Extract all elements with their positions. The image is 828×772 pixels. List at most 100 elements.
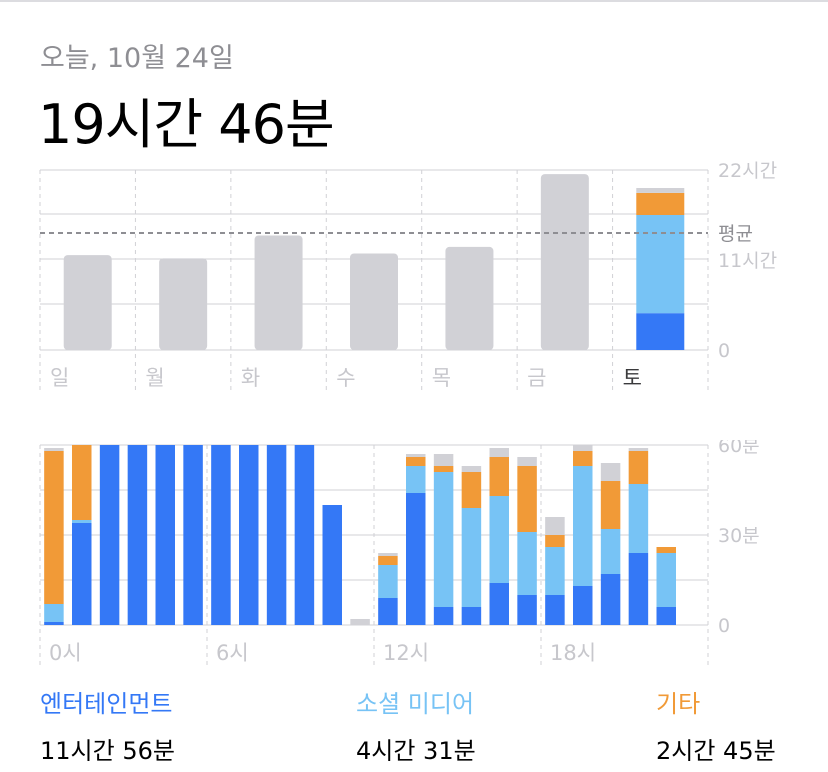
hourly-entertainment-segment: [127, 445, 148, 625]
hourly-other-segment: [461, 472, 482, 508]
hourly-social-segment: [72, 520, 92, 523]
hourly-remaining-segment: [461, 466, 482, 472]
hourly-time-label: 12시: [383, 641, 429, 665]
hourly-social-segment: [378, 565, 398, 598]
hourly-entertainment-segment: [99, 445, 120, 625]
average-label: 평균: [718, 223, 753, 245]
legend-entertainment-value: 11시간 56분: [40, 737, 175, 765]
legend-entertainment: 엔터테인먼트 11시간 56분: [40, 684, 175, 766]
y-tick-0: 0: [718, 340, 730, 362]
hourly-social-segment: [573, 466, 593, 586]
hourly-time-label: 18시: [550, 641, 596, 665]
hourly-usage-chart[interactable]: 60분 30분 0 0시 6시 12시 18시: [0, 440, 828, 670]
hourly-other-segment: [44, 451, 64, 604]
y-tick-60m: 60분: [718, 440, 760, 457]
hourly-social-segment: [433, 472, 454, 607]
hourly-social-segment: [628, 484, 649, 553]
hourly-social-segment: [406, 466, 426, 493]
hourly-other-segment: [656, 547, 676, 553]
hourly-other-segment: [545, 535, 565, 547]
hourly-entertainment-segment: [433, 607, 454, 625]
weekly-day-label: 토: [623, 366, 642, 390]
weekly-bar: [540, 174, 589, 350]
y-tick-11h: 11시간: [718, 250, 777, 272]
hourly-other-segment: [600, 481, 621, 529]
hourly-remaining-segment: [44, 448, 64, 451]
weekly-bar: [350, 253, 398, 350]
hourly-other-segment: [433, 466, 454, 472]
weekly-today-social-segment: [636, 215, 685, 314]
weekly-day-label: 화: [241, 366, 260, 390]
hourly-entertainment-segment: [155, 445, 175, 625]
hourly-entertainment-segment: [489, 583, 509, 625]
hourly-entertainment-segment: [239, 445, 259, 625]
hourly-entertainment-segment: [211, 445, 231, 625]
hourly-entertainment-segment: [378, 598, 398, 625]
hourly-entertainment-segment: [600, 574, 621, 625]
weekly-usage-chart[interactable]: 평균 22시간 11시간 0 일 월 화 수 목 금 토: [0, 160, 828, 395]
hourly-remaining-segment: [350, 619, 370, 625]
legend-other: 기타 2시간 45분: [656, 684, 776, 766]
hourly-entertainment-segment: [461, 607, 482, 625]
hourly-entertainment-segment: [266, 445, 287, 625]
hourly-social-segment: [461, 508, 482, 607]
hourly-social-segment: [656, 553, 676, 607]
weekly-day-label: 월: [145, 366, 164, 390]
hourly-social-segment: [545, 547, 565, 595]
weekly-today-other-segment: [636, 192, 685, 215]
weekly-day-label: 목: [432, 366, 451, 390]
hourly-bars: [44, 445, 676, 625]
hourly-remaining-segment: [433, 454, 454, 466]
legend-other-label: 기타: [656, 690, 701, 718]
hourly-other-segment: [406, 457, 426, 466]
y-tick-0m: 0: [718, 615, 730, 637]
hourly-remaining-segment: [573, 445, 593, 451]
hourly-entertainment-segment: [322, 505, 342, 625]
hourly-social-segment: [600, 529, 621, 574]
weekly-day-label: 금: [527, 366, 546, 390]
hourly-other-segment: [628, 451, 649, 484]
y-tick-30m: 30분: [718, 525, 760, 547]
legend-social: 소셜 미디어 4시간 31분: [356, 684, 476, 766]
legend-social-value: 4시간 31분: [356, 737, 476, 765]
legend-other-value: 2시간 45분: [656, 737, 776, 765]
hourly-remaining-segment: [406, 454, 426, 457]
hourly-social-segment: [489, 496, 509, 583]
hourly-social-segment: [517, 532, 537, 595]
hourly-remaining-segment: [628, 448, 649, 451]
hourly-entertainment-segment: [183, 445, 203, 625]
hourly-entertainment-segment: [656, 607, 676, 625]
legend-social-label: 소셜 미디어: [356, 690, 475, 718]
total-screen-time: 19시간 46분: [38, 93, 335, 156]
hourly-entertainment-segment: [573, 586, 593, 625]
weekly-day-label: 수: [336, 366, 355, 390]
hourly-entertainment-segment: [406, 493, 426, 625]
legend-entertainment-label: 엔터테인먼트: [40, 690, 173, 718]
hourly-entertainment-segment: [628, 553, 649, 625]
weekly-bar: [445, 246, 494, 350]
hourly-other-segment: [489, 457, 509, 496]
weekly-bar: [159, 258, 208, 350]
hourly-remaining-segment: [545, 517, 565, 535]
top-separator: [0, 0, 828, 2]
hourly-entertainment-segment: [72, 523, 92, 625]
date-label: 오늘, 10월 24일: [40, 43, 234, 74]
hourly-entertainment-segment: [517, 595, 537, 625]
hourly-time-label: 0시: [49, 641, 82, 665]
weekly-bar: [63, 255, 112, 350]
hourly-remaining-segment: [378, 553, 398, 556]
weekly-bars: [63, 174, 685, 350]
hourly-entertainment-segment: [44, 622, 64, 625]
hourly-entertainment-segment: [545, 595, 565, 625]
hourly-remaining-segment: [489, 448, 509, 457]
hourly-remaining-segment: [517, 457, 537, 466]
hourly-other-segment: [517, 466, 537, 532]
hourly-social-segment: [44, 604, 64, 622]
hourly-time-labels: 0시 6시 12시 18시: [49, 641, 596, 665]
weekly-today-remaining-segment: [636, 188, 685, 193]
weekly-today-entertainment-segment: [636, 313, 685, 350]
hourly-other-segment: [378, 556, 398, 565]
hourly-other-segment: [573, 451, 593, 466]
weekly-bar: [254, 235, 303, 350]
